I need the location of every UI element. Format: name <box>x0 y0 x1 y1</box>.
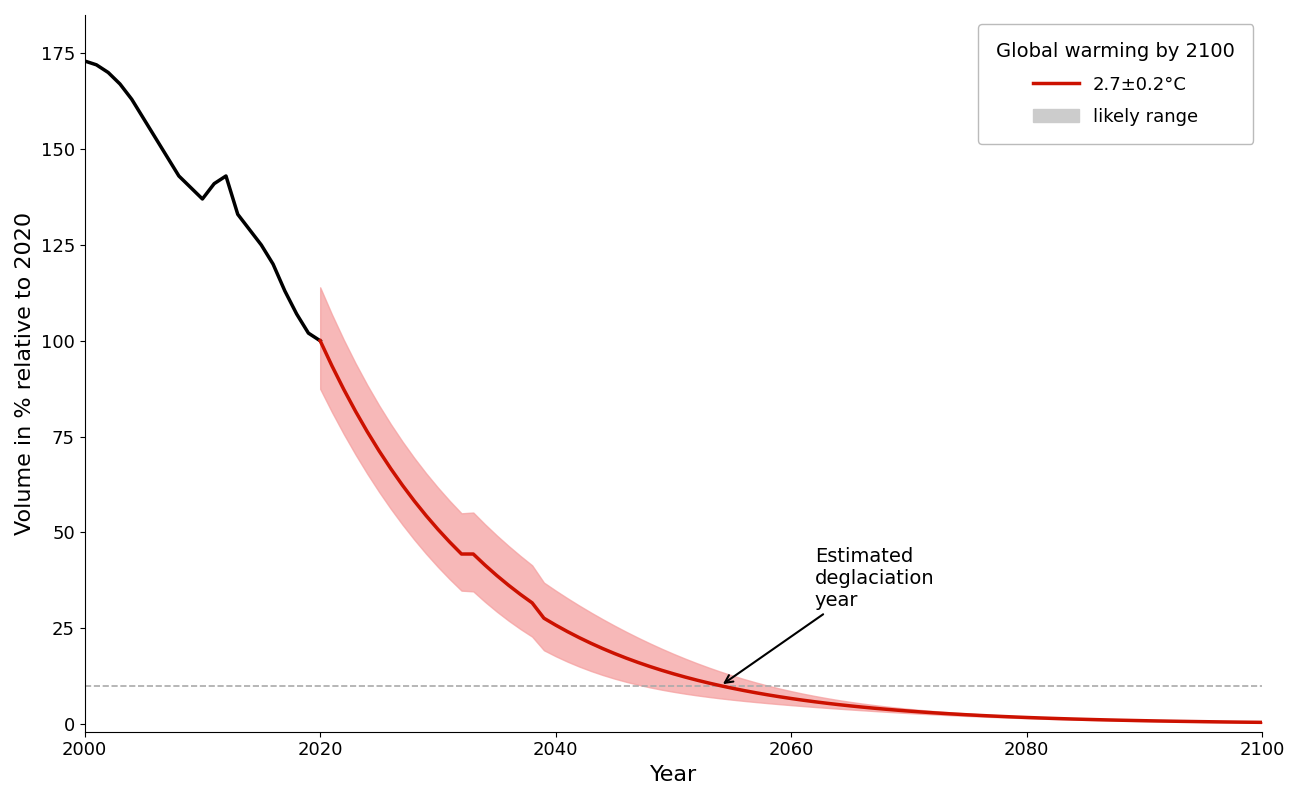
Y-axis label: Volume in % relative to 2020: Volume in % relative to 2020 <box>16 212 35 535</box>
Legend: 2.7±0.2°C, likely range: 2.7±0.2°C, likely range <box>979 24 1253 144</box>
X-axis label: Year: Year <box>650 765 697 785</box>
Text: Estimated
deglaciation
year: Estimated deglaciation year <box>725 547 935 683</box>
